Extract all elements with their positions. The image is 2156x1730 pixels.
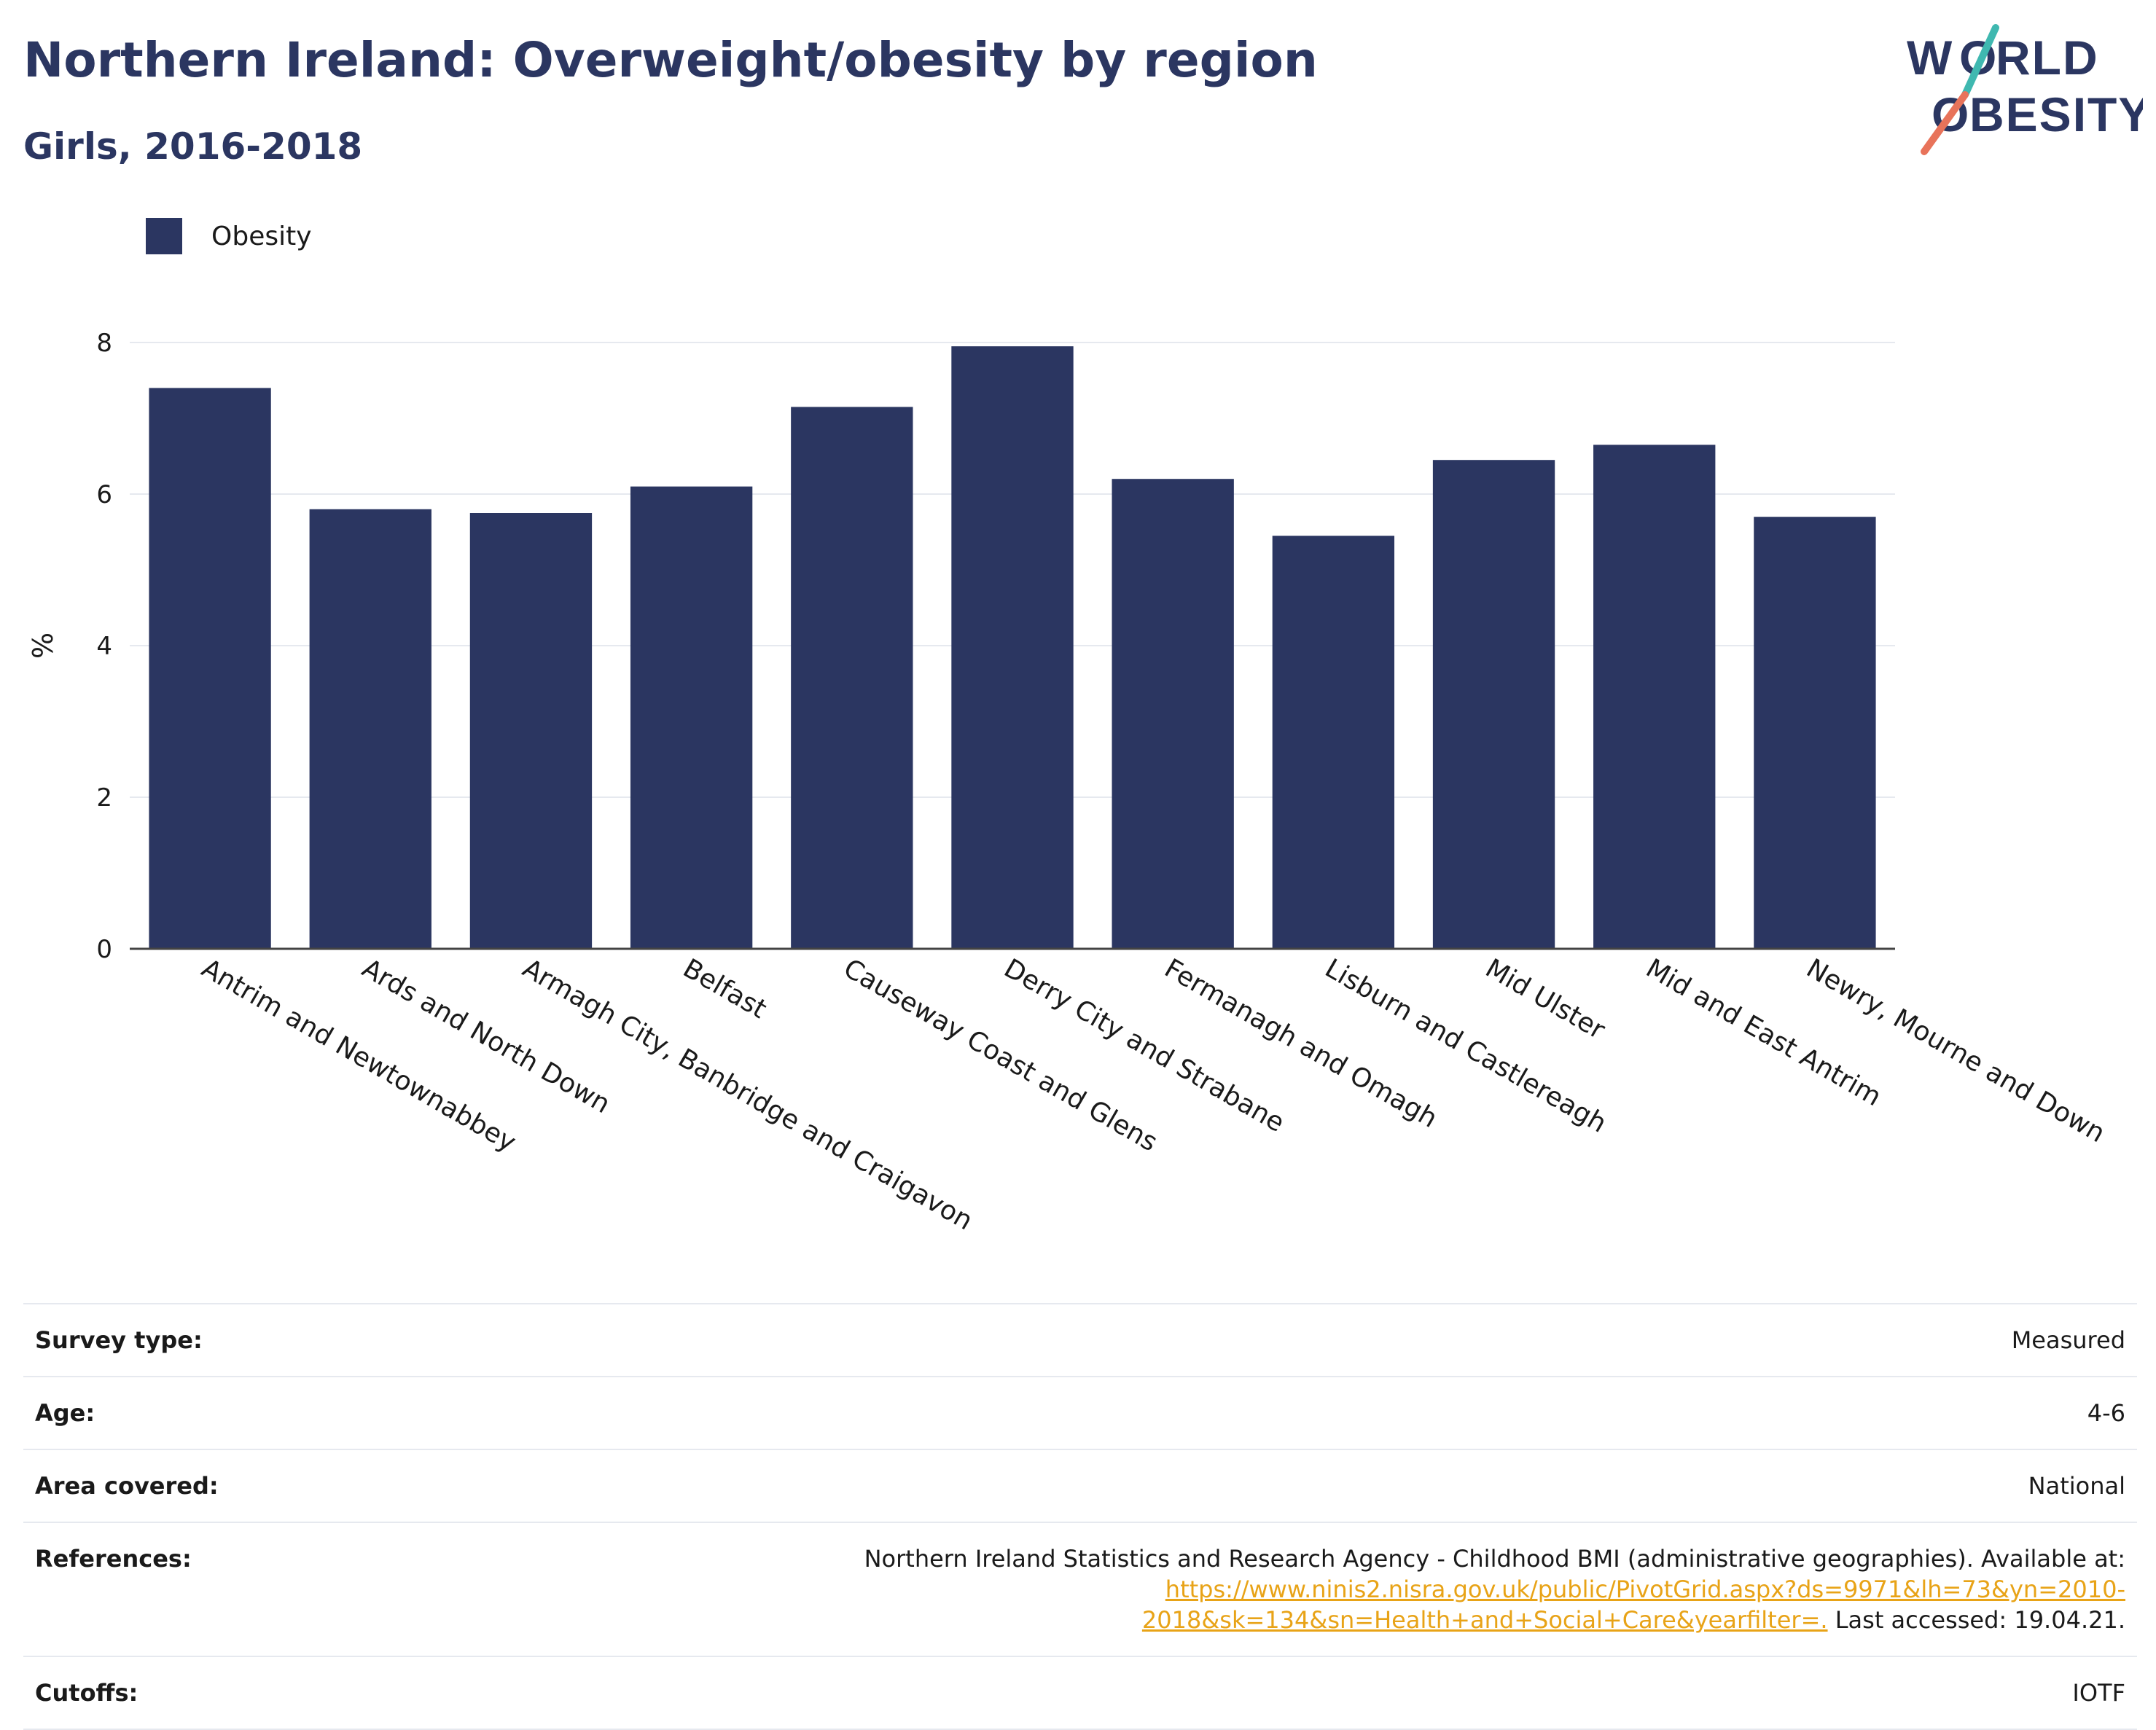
bar-8 (1432, 460, 1555, 949)
cutoffs-label: Cutoffs: (35, 1679, 138, 1707)
cutoffs-value: IOTF (2072, 1679, 2125, 1707)
chart-subtitle: Girls, 2016-2018 (23, 125, 363, 168)
age-value: 4-6 (2087, 1399, 2125, 1427)
x-tick-label-4: Causeway Coast and Glens (838, 953, 1162, 1157)
x-tick-label-8: Mid Ulster (1480, 953, 1610, 1045)
x-tick-label-5: Derry City and Strabane (999, 953, 1289, 1138)
x-tick-label-10: Newry, Mourne and Down (1801, 953, 2109, 1148)
references-label: References: (35, 1545, 192, 1573)
references-link[interactable]: https://www.ninis2.nisra.gov.uk/public/P… (1141, 1576, 2125, 1634)
svg-text:BESITY: BESITY (1969, 87, 2143, 141)
references-suffix: Last accessed: 19.04.21. (1835, 1606, 2125, 1634)
y-tick-label-2: 2 (96, 783, 112, 813)
bar-4 (791, 407, 913, 949)
bar-9 (1593, 445, 1716, 949)
metadata-table: Survey type: Measured Age: 4-6 Area cove… (23, 1303, 2137, 1730)
legend-label-obesity: Obesity (211, 221, 312, 251)
svg-text:W: W (1907, 31, 1953, 85)
bar-3 (630, 486, 753, 949)
meta-row-survey-type: Survey type: Measured (23, 1303, 2137, 1376)
meta-row-area: Area covered: National (23, 1449, 2137, 1522)
x-tick-label-7: Lisburn and Castlereagh (1320, 953, 1612, 1139)
bar-2 (469, 513, 593, 949)
bar-0 (149, 388, 271, 949)
x-tick-label-6: Fermanagh and Omagh (1160, 953, 1442, 1134)
y-axis-label: % (27, 633, 59, 659)
meta-row-references: References: Northern Ireland Statistics … (23, 1522, 2137, 1656)
area-value: National (2028, 1472, 2125, 1500)
meta-row-age: Age: 4-6 (23, 1376, 2137, 1449)
age-label: Age: (35, 1399, 95, 1427)
bar-7 (1272, 536, 1395, 949)
world-obesity-logo: W O RLD O BESITY (1907, 24, 2143, 155)
y-tick-label-8: 8 (96, 329, 112, 358)
survey-type-label: Survey type: (35, 1326, 203, 1354)
chart-title: Northern Ireland: Overweight/obesity by … (23, 32, 1318, 88)
bar-6 (1112, 479, 1234, 949)
meta-row-cutoffs: Cutoffs: IOTF (23, 1656, 2137, 1730)
bar-10 (1754, 517, 1876, 949)
legend: Obesity (146, 216, 312, 257)
bar-1 (309, 509, 431, 949)
y-tick-label-4: 4 (96, 632, 112, 661)
survey-type-value: Measured (2011, 1326, 2125, 1354)
references-text: Northern Ireland Statistics and Research… (864, 1545, 2125, 1573)
bar-5 (951, 346, 1074, 949)
x-tick-label-0: Antrim and Newtownabbey (197, 953, 521, 1158)
svg-text:RLD: RLD (1996, 31, 2099, 85)
x-tick-label-3: Belfast (678, 953, 771, 1025)
references-value: Northern Ireland Statistics and Research… (813, 1543, 2125, 1635)
area-label: Area covered: (35, 1472, 219, 1500)
y-tick-label-0: 0 (96, 935, 112, 964)
y-tick-label-6: 6 (96, 480, 112, 509)
legend-swatch-obesity (146, 218, 182, 254)
